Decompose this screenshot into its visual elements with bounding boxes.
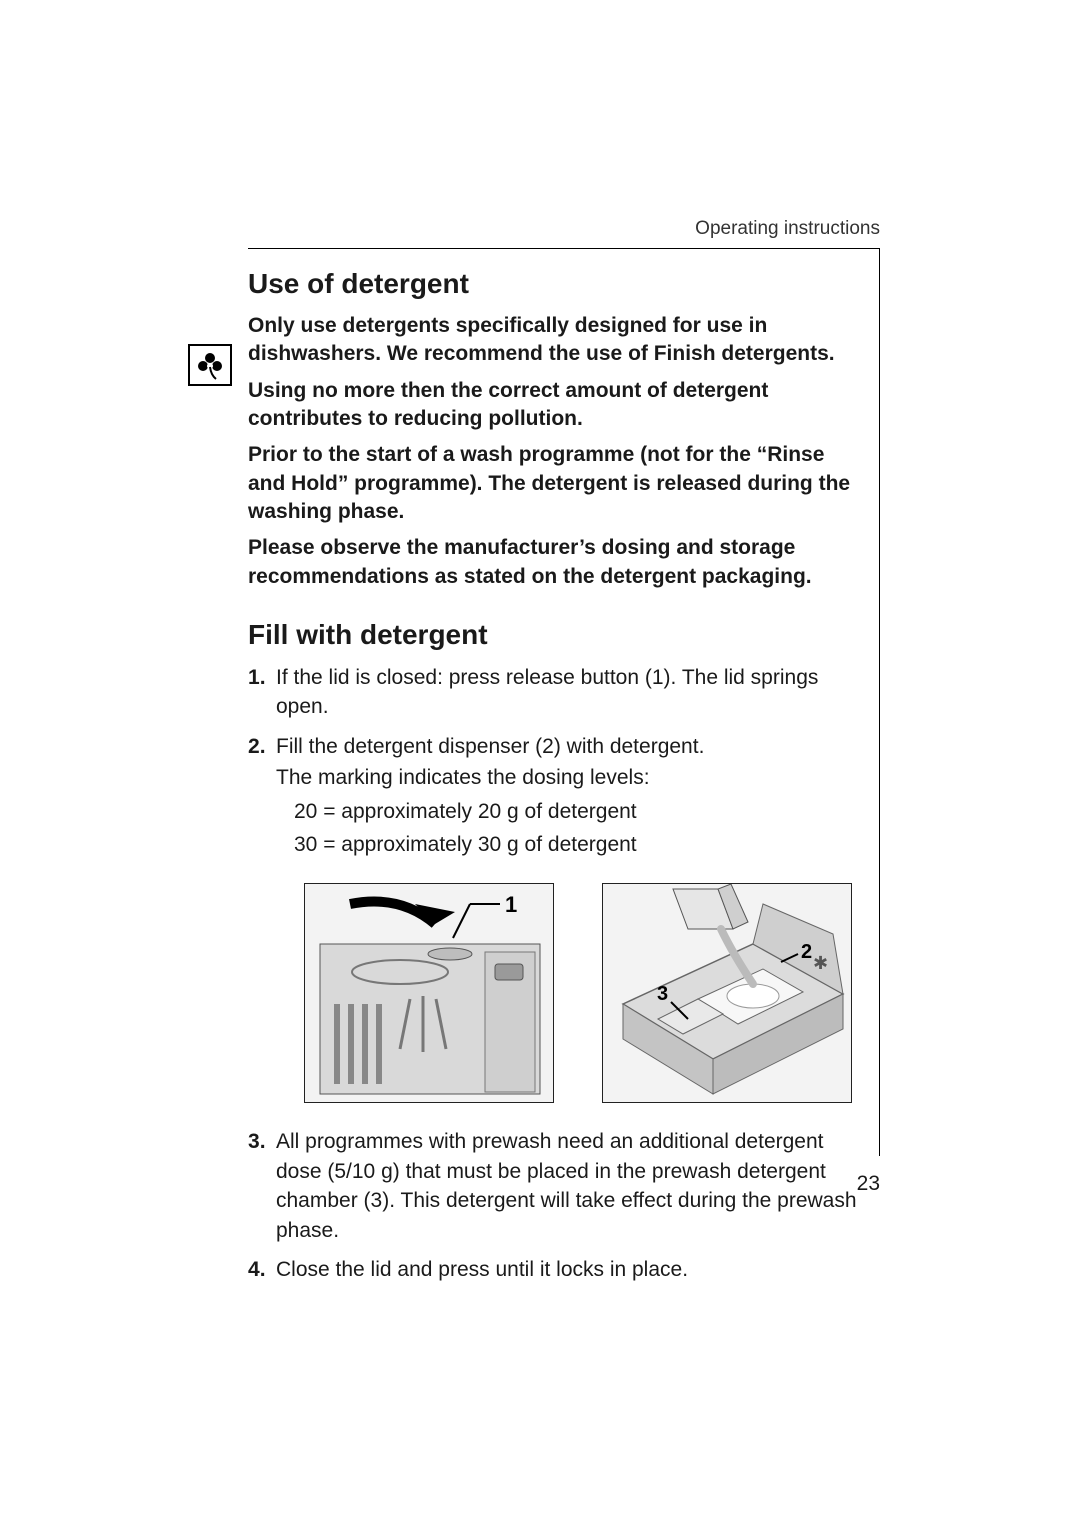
step-subtext: The marking indicates the dosing levels: [276, 763, 865, 792]
heading-use-of-detergent: Use of detergent [248, 268, 865, 300]
step-text: All programmes with prewash need an addi… [276, 1130, 857, 1241]
figure-row: 1 [304, 883, 865, 1103]
steps-list: If the lid is closed: press release butt… [248, 663, 865, 1284]
paragraph: Please observe the manufacturer’s dosing… [248, 534, 865, 591]
step-2: Fill the detergent dispenser (2) with de… [248, 732, 865, 1104]
step-text: Close the lid and press until it locks i… [276, 1258, 688, 1281]
paragraph: Prior to the start of a wash programme (… [248, 441, 865, 526]
content-area: Use of detergent Only use detergents spe… [248, 260, 865, 1294]
figure-dispenser-fill: ✱ 2 3 [602, 883, 852, 1103]
paragraph: Using no more then the correct amount of… [248, 377, 865, 434]
step-text: Fill the detergent dispenser (2) with de… [276, 735, 704, 758]
callout-3-label: 3 [657, 983, 668, 1005]
manual-page: Operating instructions Use of detergent … [0, 0, 1080, 1528]
step-4: Close the lid and press until it locks i… [248, 1255, 865, 1284]
dosing-line: 20 = approximately 20 g of detergent [276, 797, 865, 826]
heading-fill-with-detergent: Fill with detergent [248, 619, 865, 651]
paragraph: Only use detergents specifically designe… [248, 312, 865, 369]
clover-icon [188, 344, 232, 386]
page-number: 23 [857, 1172, 880, 1196]
svg-text:✱: ✱ [813, 953, 828, 973]
step-1: If the lid is closed: press release butt… [248, 663, 865, 722]
step-text: If the lid is closed: press release butt… [276, 666, 818, 718]
step-3: All programmes with prewash need an addi… [248, 1127, 865, 1245]
callout-2-label: 2 [801, 941, 812, 963]
figure-dispenser-release: 1 [304, 883, 554, 1103]
top-rule [248, 248, 880, 249]
side-rule [879, 248, 880, 1156]
running-head: Operating instructions [695, 218, 880, 240]
dosing-line: 30 = approximately 30 g of detergent [276, 830, 865, 859]
callout-1-label: 1 [505, 892, 517, 917]
